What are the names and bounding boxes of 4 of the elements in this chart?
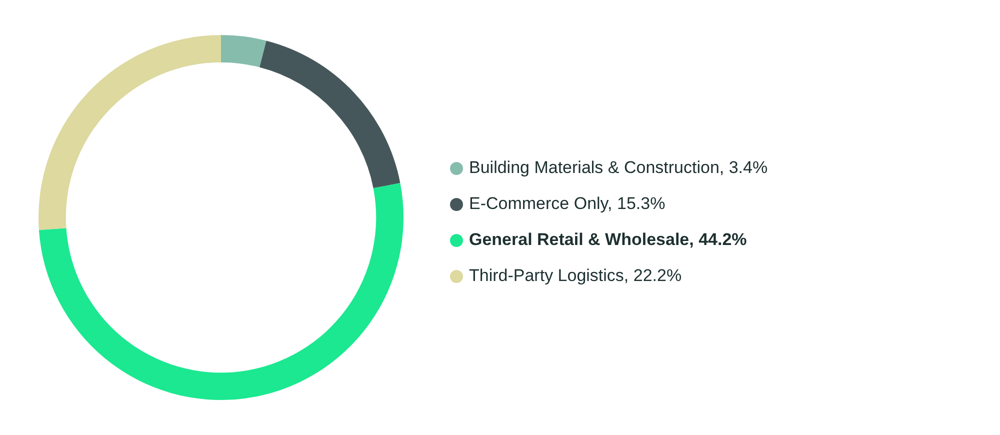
legend-label: General Retail & Wholesale, 44.2%	[469, 230, 747, 250]
legend-label: E-Commerce Only, 15.3%	[469, 194, 666, 214]
legend-label: Third-Party Logistics, 22.2%	[469, 266, 682, 286]
legend-label: Building Materials & Construction, 3.4%	[469, 158, 768, 178]
